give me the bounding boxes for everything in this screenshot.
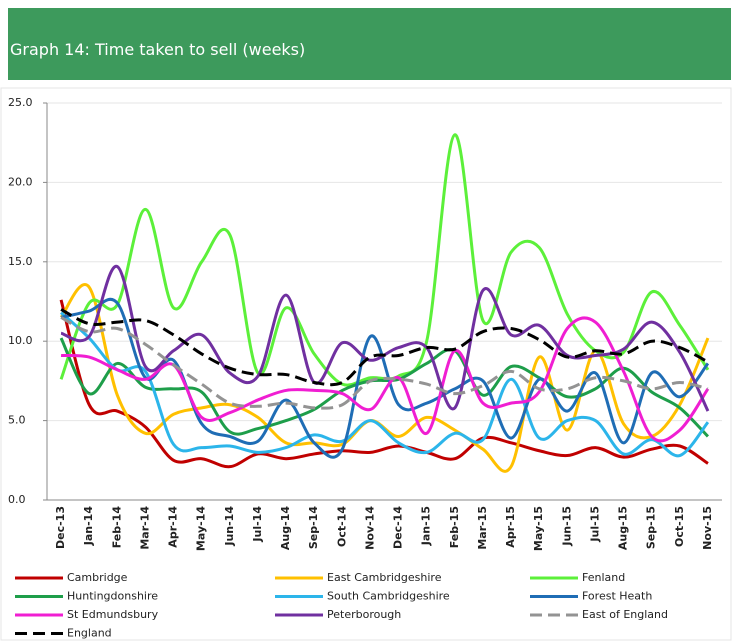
y-tick-label: 25.0: [8, 96, 33, 109]
legend-label: Huntingdonshire: [67, 590, 158, 603]
series-line: [60, 311, 710, 458]
x-tick-label: Feb-15: [448, 506, 461, 548]
x-tick-label: Nov-15: [701, 506, 714, 550]
x-tick-label: Sep-14: [307, 506, 320, 549]
y-tick-label: 20.0: [8, 175, 33, 188]
x-tick-label: Apr-15: [504, 506, 517, 548]
legend-label: St Edmundsbury: [67, 608, 159, 621]
y-tick-label: 0.0: [8, 493, 26, 506]
series-line: [60, 297, 710, 459]
legend-label: England: [67, 627, 112, 640]
x-tick-label: Mar-14: [138, 506, 151, 550]
y-tick-label: 5.0: [8, 414, 26, 427]
series-line: [59, 299, 709, 469]
chart-frame: [0, 87, 732, 641]
x-tick-label: Oct-15: [673, 506, 686, 547]
x-tick-label: Jan-14: [82, 506, 95, 547]
legend-label: Peterborough: [327, 608, 401, 621]
x-tick-label: Apr-14: [167, 506, 180, 548]
header-banner: Graph 14: Time taken to sell (weeks): [8, 8, 731, 80]
x-tick-label: Dec-13: [54, 506, 67, 549]
series-line: [59, 337, 710, 438]
legend-label: Cambridge: [67, 571, 128, 584]
legend-label: East of England: [582, 608, 668, 621]
x-tick-label: Feb-14: [110, 506, 123, 549]
series-line: [60, 316, 709, 410]
x-tick-label: Mar-15: [476, 506, 489, 550]
x-tick-label: Aug-14: [279, 506, 292, 550]
legend-label: South Cambridgeshire: [327, 590, 450, 603]
x-tick-label: May-14: [195, 506, 208, 551]
x-tick-label: Jul-14: [251, 506, 264, 543]
legend-label: Forest Heath: [582, 590, 652, 603]
x-tick-label: Dec-14: [392, 506, 405, 549]
x-tick-label: Jun-15: [560, 506, 573, 547]
x-tick-label: Nov-14: [363, 506, 376, 550]
y-tick-label: 10.0: [8, 334, 33, 347]
legend-label: Fenland: [582, 571, 625, 584]
series-line: [60, 308, 709, 387]
x-tick-label: Jun-14: [223, 506, 236, 547]
legend-label: East Cambridgeshire: [327, 571, 442, 584]
x-tick-label: Oct-14: [335, 506, 348, 547]
x-tick-label: Sep-15: [645, 506, 658, 549]
x-tick-label: Jul-15: [588, 506, 601, 543]
chart-title: Graph 14: Time taken to sell (weeks): [10, 40, 306, 59]
x-tick-label: May-15: [532, 506, 545, 551]
x-tick-label: Aug-15: [617, 506, 630, 550]
y-tick-label: 15.0: [8, 255, 33, 268]
x-tick-label: Jan-15: [420, 506, 433, 546]
